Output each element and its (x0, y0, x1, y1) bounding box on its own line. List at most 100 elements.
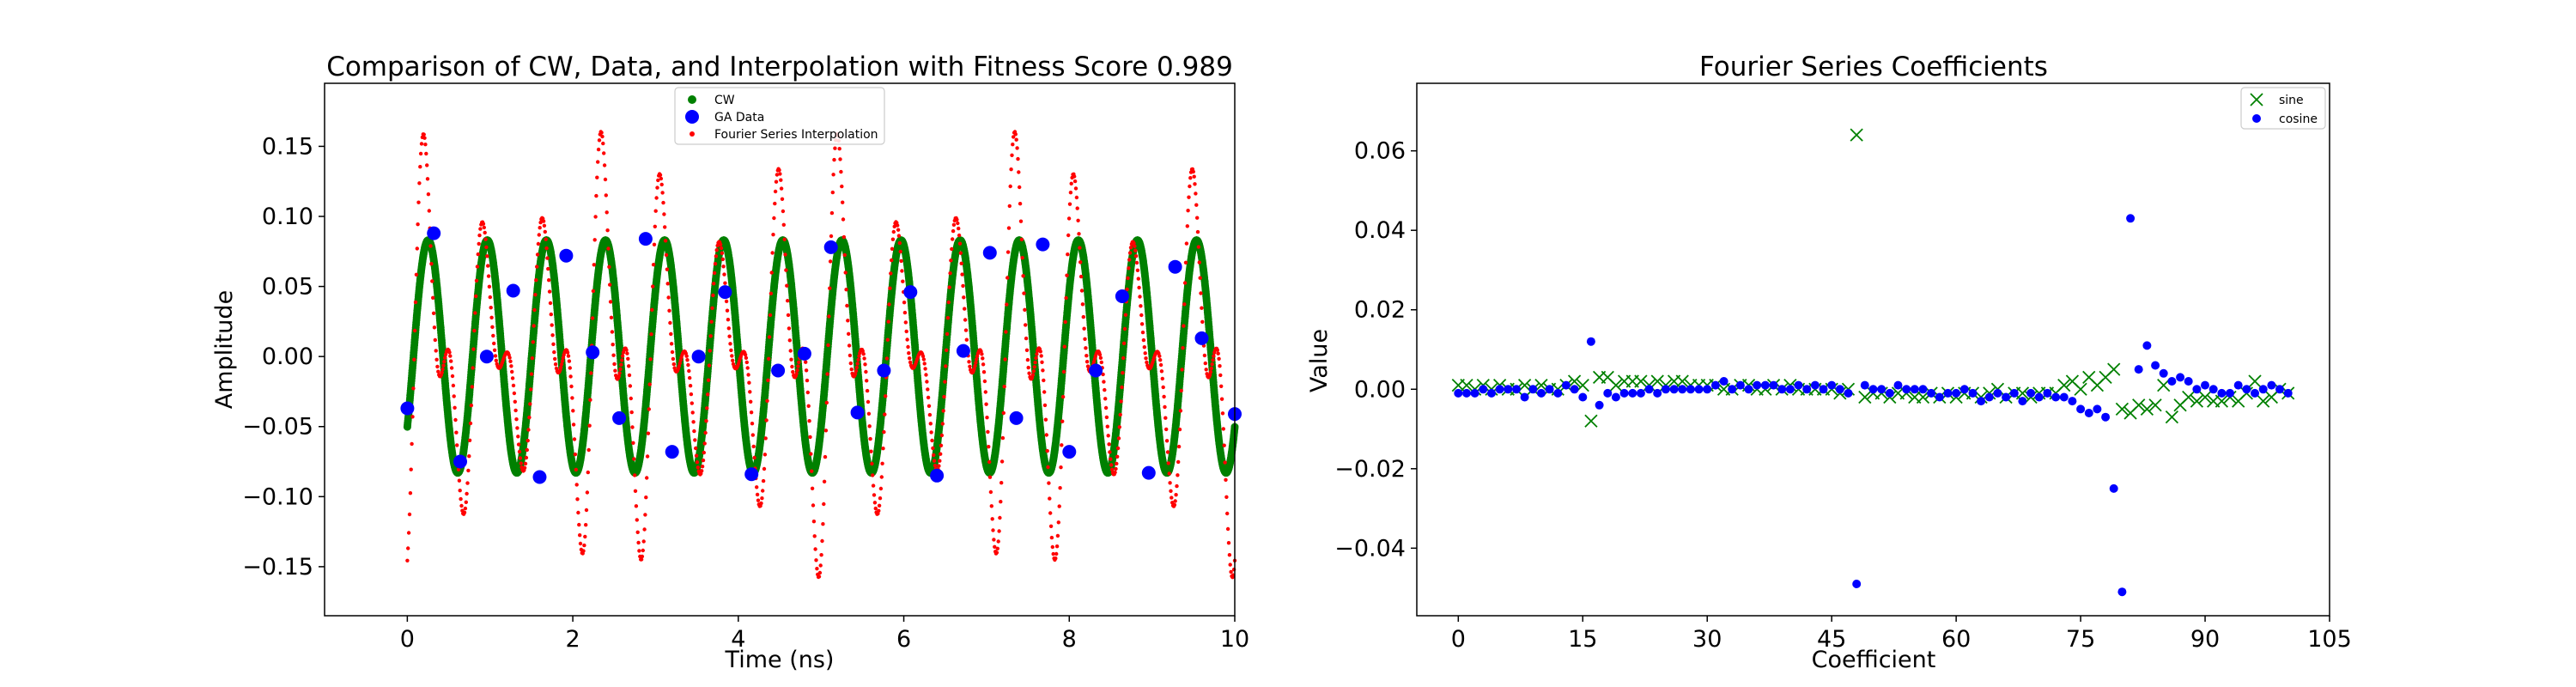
fourier-point (1123, 313, 1128, 317)
fourier-point (987, 475, 993, 479)
fourier-point (921, 357, 927, 362)
fourier-point (826, 343, 830, 348)
fourier-point (1015, 146, 1019, 150)
fourier-point (1042, 390, 1047, 394)
fourier-point (989, 504, 994, 508)
fourier-point (928, 422, 933, 426)
fourier-point (945, 348, 949, 352)
fourier-point (1126, 276, 1130, 281)
fourier-point (821, 522, 825, 526)
fourier-point (573, 452, 578, 457)
fourier-point (1056, 520, 1061, 525)
fourier-point (882, 429, 886, 435)
fourier-point (871, 473, 875, 477)
fourier-point (617, 374, 621, 379)
fourier-point (957, 241, 963, 246)
fourier-point (493, 354, 498, 358)
fourier-point (663, 225, 667, 229)
fourier-point (825, 372, 829, 376)
fourier-point (765, 398, 769, 403)
fourier-point (983, 390, 988, 394)
fourier-point (535, 264, 539, 269)
fourier-point (956, 221, 960, 226)
fourier-point (927, 412, 933, 417)
fourier-point (653, 224, 657, 228)
fourier-point (462, 510, 467, 514)
fourier-point (878, 486, 884, 491)
fourier-point (659, 176, 664, 181)
fourier-point (1013, 132, 1018, 137)
fourier-point (987, 445, 991, 449)
fourier-point (994, 550, 999, 555)
fourier-point (1018, 185, 1022, 190)
fourier-point (888, 286, 892, 290)
fourier-point (516, 435, 520, 439)
fourier-point (1018, 202, 1023, 206)
fourier-point (963, 318, 968, 322)
fourier-point (940, 422, 945, 426)
fourier-point (1140, 330, 1145, 335)
fourier-point (467, 438, 472, 442)
fourier-point (473, 311, 477, 315)
fourier-point (1010, 153, 1014, 157)
fourier-point (1109, 463, 1114, 467)
fourier-point (805, 390, 810, 395)
fourier-point (999, 481, 1004, 485)
fourier-point (463, 506, 468, 511)
fourier-point (636, 540, 641, 545)
fourier-point (1128, 246, 1133, 250)
fourier-point (896, 234, 902, 238)
fourier-point (848, 353, 853, 358)
fourier-point (410, 415, 415, 419)
fourier-point (548, 301, 553, 306)
fourier-point (665, 282, 670, 286)
fourier-point (418, 151, 423, 156)
fourier-point (1107, 442, 1111, 447)
fourier-point (926, 387, 930, 392)
fourier-point (1135, 268, 1140, 272)
fourier-point (1022, 291, 1026, 295)
fourier-point (951, 222, 957, 227)
fourier-point (867, 424, 872, 429)
fourier-point (1043, 417, 1048, 422)
fourier-point (819, 553, 823, 557)
fourier-point (996, 539, 1000, 544)
fourier-point (458, 489, 462, 493)
fourier-point (1121, 371, 1125, 375)
fourier-point (514, 417, 519, 422)
fourier-point (702, 450, 706, 455)
fourier-point (710, 306, 714, 310)
fourier-point (878, 496, 883, 501)
fourier-point (903, 320, 908, 325)
fourier-point (749, 410, 754, 415)
fourier-point (844, 288, 848, 292)
fourier-point (745, 366, 750, 370)
fourier-point (721, 264, 726, 269)
fourier-point (924, 373, 928, 377)
fourier-point (646, 431, 651, 435)
time-domain-chart: Comparison of CW, Data, and Interpolatio… (211, 52, 1249, 673)
fourier-point (429, 262, 434, 266)
fourier-point (1061, 369, 1066, 374)
fourier-point (726, 318, 731, 322)
fourier-point (490, 325, 495, 329)
fourier-point (608, 300, 613, 304)
fourier-point (691, 420, 696, 424)
fourier-point (1002, 385, 1006, 389)
fourier-point (571, 409, 575, 413)
fourier-point (922, 362, 927, 366)
fourier-point (813, 547, 817, 551)
fourier-point (662, 212, 666, 216)
fourier-point (992, 538, 996, 542)
fourier-point (1069, 181, 1073, 185)
fourier-point (632, 457, 636, 461)
fourier-point (1024, 323, 1028, 327)
fourier-point (991, 528, 995, 532)
fourier-point (603, 177, 608, 182)
fourier-point (690, 410, 695, 415)
fourier-point (890, 246, 895, 251)
fourier-point (600, 134, 605, 139)
fourier-point (1033, 360, 1037, 365)
fourier-point (585, 490, 590, 495)
fourier-point (453, 417, 458, 423)
